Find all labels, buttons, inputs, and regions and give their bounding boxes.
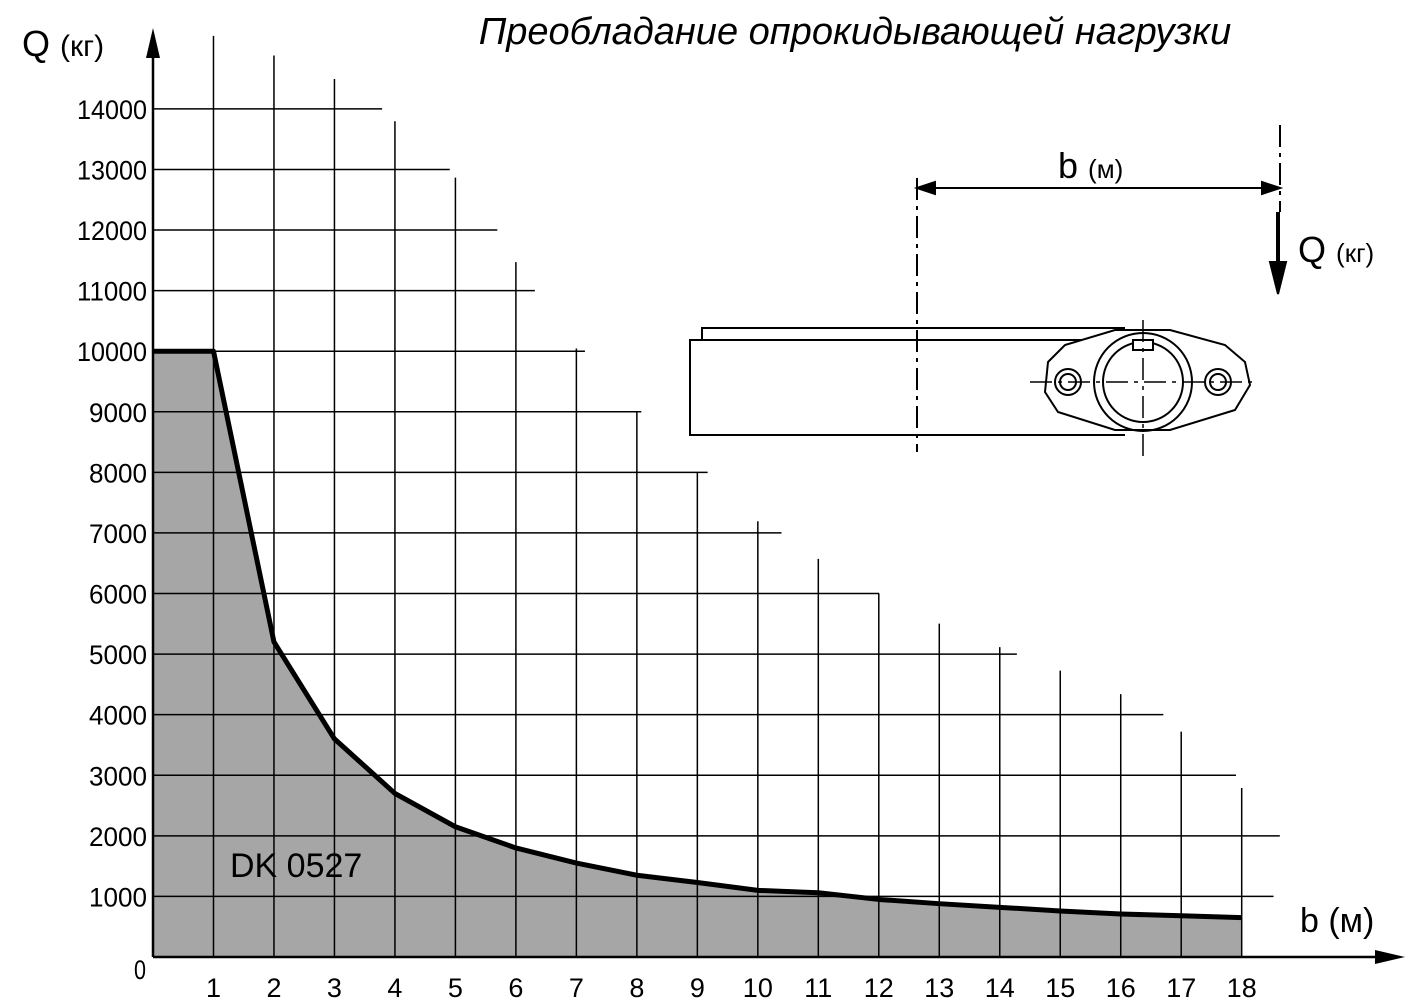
y-tick-label: 10000 (77, 337, 147, 367)
y-tick-label: 8000 (89, 458, 147, 488)
x-tick-label: 17 (1166, 973, 1196, 1003)
y-tick-label: 7000 (89, 519, 147, 549)
y-tick-label: 4000 (89, 701, 147, 731)
y-tick-label: 12000 (77, 216, 147, 246)
x-tick-label: 16 (1106, 973, 1136, 1003)
y-tick-label: 6000 (89, 580, 147, 610)
x-tick-label: 15 (1045, 973, 1075, 1003)
y-tick-label: 13000 (77, 155, 147, 185)
x-tick-label: 2 (266, 973, 281, 1003)
chart-title: Преобладание опрокидывающей нагрузки (479, 11, 1232, 53)
y-tick-label: 9000 (89, 398, 147, 428)
x-tick-label: 12 (864, 973, 894, 1003)
chart: Преобладание опрокидывающей нагрузки Q (… (0, 0, 1426, 1003)
y-tick-label: 1000 (89, 882, 147, 912)
x-tick-label: 8 (629, 973, 644, 1003)
load-unit: (кг) (1336, 238, 1374, 268)
plot (146, 28, 1405, 964)
x-tick-label: 6 (508, 973, 523, 1003)
y-tick-label: 11000 (77, 277, 147, 307)
arrow-head (1270, 262, 1286, 294)
arm-edge (702, 328, 1125, 340)
diagram-dimension: b (м) (1058, 145, 1123, 186)
y-axis-label: Q (кг) (22, 23, 104, 64)
y-tick-label: 0 (134, 955, 146, 985)
x-tick-label: 10 (743, 973, 773, 1003)
x-tick-label: 7 (569, 973, 584, 1003)
y-tick-label: 14000 (77, 95, 147, 125)
x-tick-label: 5 (448, 973, 463, 1003)
diagram-load: Q (кг) (1298, 229, 1374, 270)
dimension-unit: (м) (1088, 154, 1123, 184)
x-tick-label: 9 (690, 973, 705, 1003)
y-tick-label: 2000 (89, 822, 147, 852)
dimension-label: b (1058, 145, 1078, 186)
x-tick-label: 11 (804, 973, 832, 1003)
x-tick-label: 18 (1227, 973, 1257, 1003)
x-axis-label: b (м) (1300, 902, 1374, 940)
arrow-head (917, 182, 935, 194)
y-tick-label: 5000 (89, 640, 147, 670)
y-label: Q (22, 23, 50, 64)
x-tick-label: 1 (206, 973, 221, 1003)
y-arrow (146, 28, 160, 58)
diagram (690, 125, 1286, 460)
x-tick-label: 14 (985, 973, 1015, 1003)
x-tick-label: 3 (327, 973, 342, 1003)
x-tick-label: 13 (924, 973, 954, 1003)
y-unit: (кг) (60, 30, 104, 63)
x-tick-label: 4 (387, 973, 402, 1003)
load-label: Q (1298, 229, 1326, 270)
x-arrow (1375, 950, 1405, 964)
y-tick-label: 3000 (89, 761, 147, 791)
arrow-head (1262, 182, 1280, 194)
annotation: DK 0527 (230, 847, 362, 885)
